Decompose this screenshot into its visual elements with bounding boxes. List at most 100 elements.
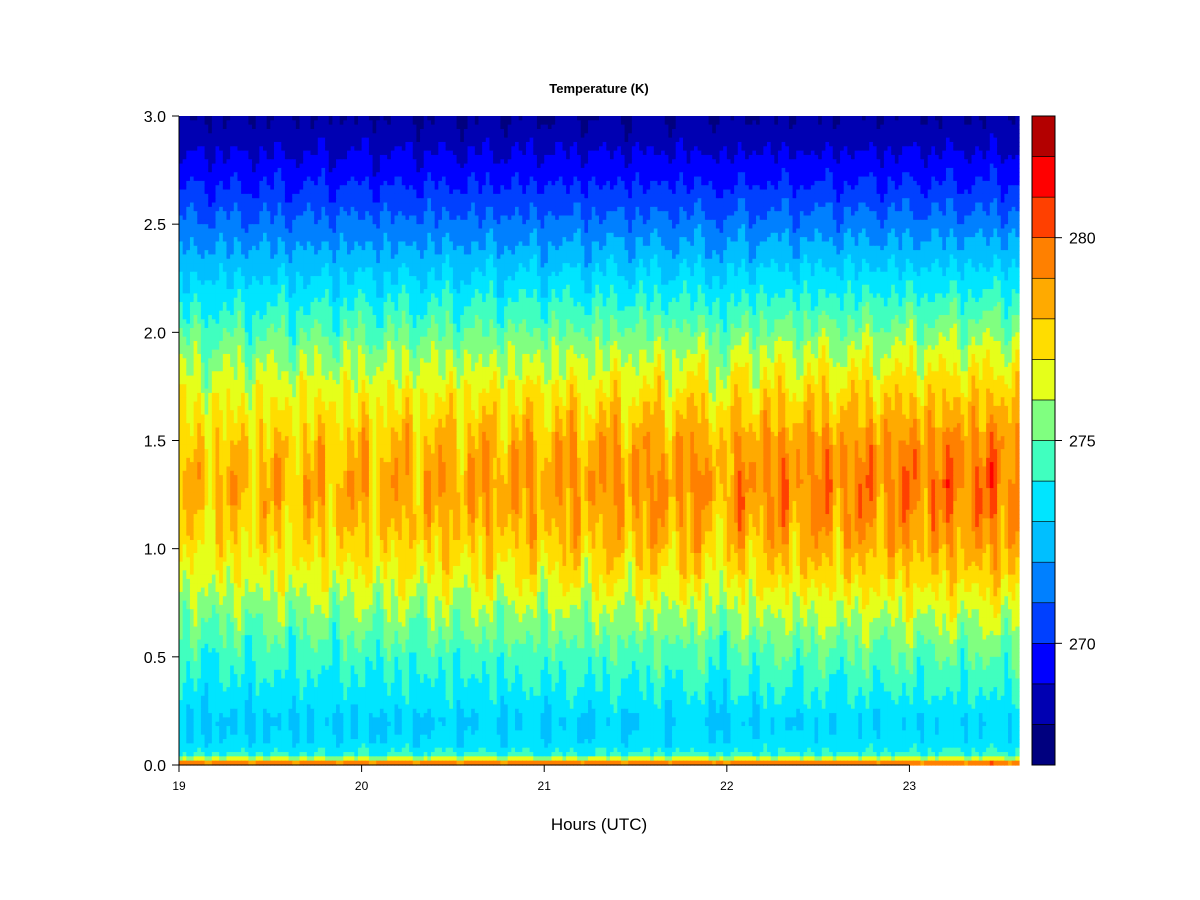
contour-cell (193, 124, 198, 130)
contour-cell (1000, 167, 1005, 173)
contour-cell (737, 163, 743, 169)
contour-cell (248, 137, 253, 143)
contour-cell (803, 189, 808, 195)
contour-cell (781, 167, 786, 173)
contour-cell (361, 167, 366, 173)
contour-cell (237, 185, 242, 191)
contour-cell (843, 180, 848, 186)
contour-cell (975, 202, 980, 208)
contour-cell (646, 163, 651, 169)
contour-cell (1011, 150, 1016, 156)
contour-cell (840, 202, 845, 208)
contour-cell (938, 198, 943, 204)
contour-cell (741, 137, 746, 143)
contour-cell (883, 154, 889, 160)
contour-cell (1008, 176, 1013, 182)
contour-cell (631, 137, 637, 143)
contour-cell (777, 163, 783, 169)
contour-cell (840, 137, 845, 143)
contour-cell (913, 154, 918, 160)
contour-cell (241, 120, 246, 126)
contour-cell (336, 150, 341, 156)
contour-cell (361, 116, 366, 121)
contour-cell (555, 133, 560, 139)
contour-cell (547, 120, 553, 126)
contour-cell (412, 133, 417, 139)
contour-cell (237, 128, 242, 134)
contour-cell (233, 146, 239, 152)
contour-cell (843, 116, 848, 121)
contour-cell (343, 146, 348, 152)
contour-cell (259, 116, 264, 121)
contour-cell (460, 150, 465, 156)
contour-cell (343, 150, 348, 156)
contour-cell (646, 116, 651, 121)
contour-cell (566, 133, 571, 139)
contour-cell (241, 128, 246, 134)
contour-cell (241, 150, 246, 156)
contour-cell (357, 154, 363, 160)
contour-cell (325, 116, 330, 121)
contour-cell (599, 176, 604, 182)
contour-cell (189, 116, 195, 121)
contour-cell (295, 133, 301, 139)
contour-cell (777, 206, 783, 212)
contour-cell (529, 189, 534, 195)
contour-cell (898, 141, 903, 147)
contour-cell (383, 185, 388, 191)
contour-cell (482, 137, 487, 143)
contour-cell (1008, 137, 1013, 143)
contour-cell (982, 198, 987, 204)
contour-cell (686, 133, 691, 139)
contour-cell (347, 124, 352, 130)
contour-cell (416, 124, 421, 130)
contour-cell (277, 176, 282, 182)
contour-cell (745, 146, 750, 152)
contour-cell (876, 128, 881, 134)
contour-cell (661, 185, 666, 191)
contour-cell (485, 180, 491, 186)
contour-cell (536, 198, 542, 204)
contour-cell (814, 120, 819, 126)
contour-cell (179, 198, 184, 204)
contour-cell (832, 167, 837, 173)
contour-cell (431, 154, 436, 160)
contour-cell (865, 146, 870, 152)
contour-cell (599, 159, 604, 165)
contour-cell (471, 154, 476, 160)
contour-cell (938, 154, 943, 160)
contour-cell (233, 180, 239, 186)
contour-cell (781, 146, 786, 152)
contour-cell (708, 193, 713, 199)
contour-cell (737, 124, 743, 130)
contour-cell (683, 141, 688, 147)
contour-cell (902, 193, 907, 199)
contour-cell (631, 141, 637, 147)
contour-cell (905, 154, 911, 160)
contour-cell (394, 150, 399, 156)
contour-cell (577, 128, 582, 134)
contour-cell (463, 146, 469, 152)
contour-cell (482, 202, 487, 208)
contour-cell (748, 202, 753, 208)
contour-cell (241, 137, 246, 143)
contour-cell (182, 141, 187, 147)
contour-cell (785, 193, 790, 199)
contour-cell (306, 189, 312, 195)
contour-cell (555, 120, 560, 126)
contour-cell (796, 116, 801, 121)
contour-cell (533, 137, 538, 143)
contour-cell (825, 193, 830, 199)
contour-cell (394, 128, 399, 134)
contour-cell (956, 150, 962, 156)
contour-cell (248, 172, 253, 178)
contour-cell (803, 167, 808, 173)
contour-cell (189, 146, 195, 152)
contour-cell (989, 120, 995, 126)
contour-cell (986, 120, 991, 126)
contour-cell (883, 180, 889, 186)
contour-cell (920, 133, 925, 139)
contour-cell (482, 167, 487, 173)
contour-cell (748, 159, 753, 165)
contour-cell (204, 141, 209, 147)
